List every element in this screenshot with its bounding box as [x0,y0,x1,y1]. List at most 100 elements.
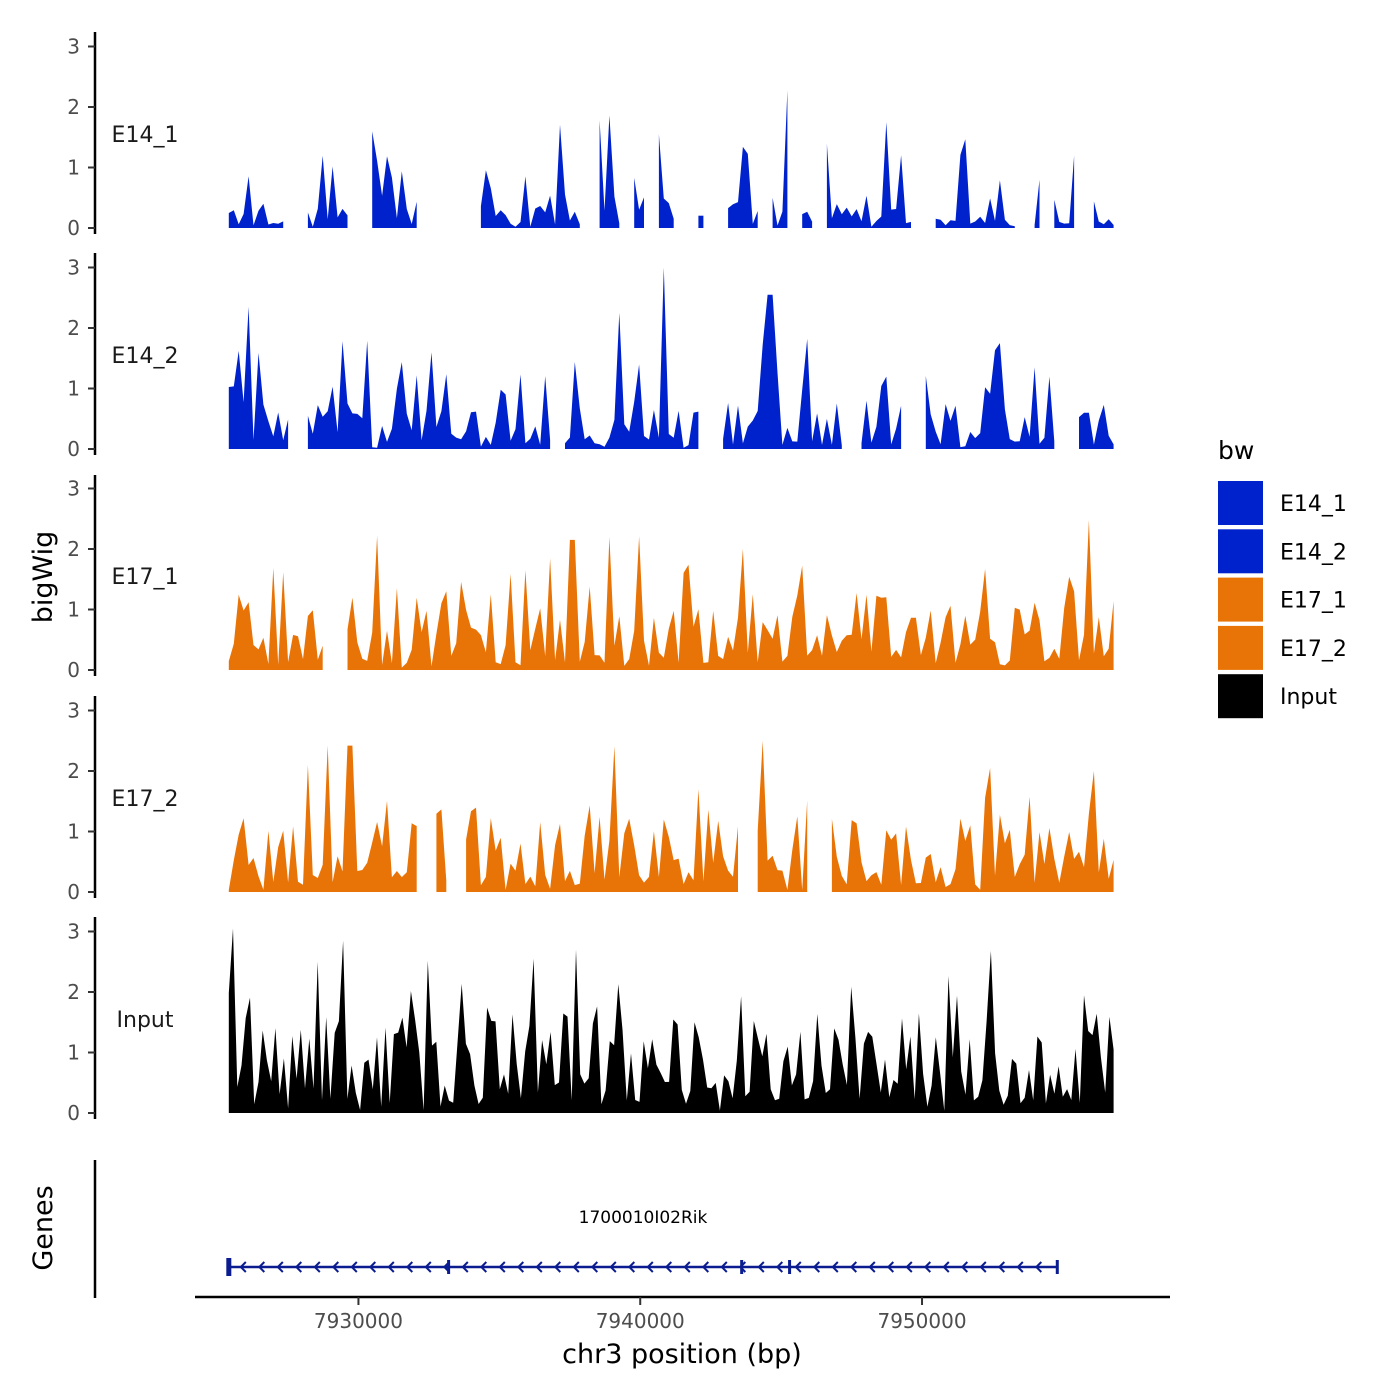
strand-arrow [461,1261,469,1273]
legend-item: E17_1 [1218,577,1347,622]
x-tick-label: 7930000 [314,1309,403,1333]
legend-swatch [1218,674,1263,719]
track-label: Input [117,1008,174,1033]
signal-area-E14_1 [1054,155,1075,228]
y-tick-label: 0 [67,880,80,904]
track-label: E17_1 [112,565,179,590]
strand-arrow [313,1261,321,1273]
track-label: E14_1 [112,123,179,148]
signal-area-E14_1 [658,134,674,228]
y-tick-label: 1 [67,1041,80,1065]
legend-item: Input [1218,674,1337,719]
exon-mark [788,1260,792,1274]
legend-item: E14_1 [1218,481,1347,525]
strand-arrow [239,1261,247,1273]
gene-panel: 1700010I02Rik [93,1160,1059,1298]
strand-arrow [498,1261,506,1273]
strand-arrow [516,1261,525,1273]
strand-arrow [387,1261,395,1273]
y-tick-label: 0 [67,437,80,461]
signal-area-E17_2 [831,768,1114,892]
strand-arrow [775,1261,784,1273]
gene-model [226,1258,1059,1276]
signal-area-E17_2 [228,745,417,892]
legend-label: E14_2 [1280,540,1347,565]
signal-area-E14_1 [802,211,813,228]
genes-axis-title: Genes [28,1185,59,1270]
strand-arrow [701,1261,710,1273]
strand-arrow [368,1261,377,1273]
exon-mark [447,1260,451,1274]
signal-area-E14_1 [1034,179,1040,228]
strand-arrow [886,1261,895,1273]
legend-swatch [1218,625,1263,670]
y-tick-label: 2 [67,95,80,119]
legend-swatch [1218,577,1263,622]
strand-arrow [960,1261,969,1273]
legend-item: E14_2 [1218,529,1347,574]
x-axis-title: chr3 position (bp) [562,1339,802,1370]
strand-arrow [535,1261,543,1273]
legend-label: Input [1280,685,1337,710]
x-tick-label: 7940000 [596,1309,685,1333]
signal-area-E17_2 [436,809,447,892]
strand-arrow [997,1261,1006,1273]
y-tick-label: 0 [67,216,80,240]
strand-arrow [868,1261,876,1273]
exon-mark [1055,1260,1059,1274]
signal-area-Input [228,928,1114,1113]
strand-arrow [257,1261,266,1273]
legend: bw E14_1 E14_2 E17_1 E17_2 Input [1218,436,1347,719]
strand-arrow [572,1261,580,1273]
y-axis-title: bigWig [28,531,59,624]
signal-area-E14_1 [728,146,758,228]
signal-area-E17_2 [757,740,808,892]
y-tick-label: 1 [67,598,80,622]
legend-swatch [1218,529,1263,574]
y-tick-label: 3 [67,477,80,501]
signal-area-E14_2 [861,376,902,449]
legend-items: E14_1 E14_2 E17_1 E17_2 Input [1218,481,1347,719]
strand-arrow [1034,1261,1043,1273]
gene-label: 1700010I02Rik [579,1208,708,1228]
strand-arrow [405,1261,414,1273]
signal-area-E14_1 [698,215,704,228]
y-tick-label: 0 [67,658,80,682]
strand-arrow [979,1261,987,1273]
track-E14_2: 0 1 2 3 E14_2 [67,253,1114,461]
strand-arrow [683,1261,691,1273]
legend-label: E17_1 [1280,589,1347,614]
strand-arrow [849,1261,858,1273]
signal-area-E14_1 [480,124,580,228]
y-tick-label: 2 [67,759,80,783]
track-label: E17_2 [112,787,179,812]
x-axis: 7930000 7940000 7950000 [195,1295,1170,1333]
track-E14_1: 0 1 2 3 E14_1 [67,32,1114,240]
legend-title: bw [1218,436,1254,465]
y-tick-label: 2 [67,537,80,561]
signal-area-E14_1 [599,115,620,228]
signal-area-E14_2 [565,267,699,449]
strand-arrow [812,1261,821,1273]
track-E17_2: 0 1 2 3 E17_2 [67,696,1114,904]
strand-arrow [331,1261,340,1273]
y-tick-label: 1 [67,820,80,844]
strand-arrow [942,1261,950,1273]
y-tick-label: 1 [67,377,80,401]
strand-arrow [627,1261,636,1273]
signal-area-E14_2 [228,306,289,449]
strand-arrow [664,1261,673,1273]
legend-label: E17_2 [1280,637,1347,662]
signal-area-E14_2 [925,343,1055,449]
strand-arrow [831,1261,839,1273]
strand-arrow [923,1261,932,1273]
y-tick-label: 2 [67,980,80,1004]
signal-area-E14_1 [826,122,911,228]
strand-arrow [905,1261,913,1273]
legend-label: E14_1 [1280,492,1347,517]
track-Input: 0 1 2 3 Input [67,917,1114,1125]
strand-arrow [590,1261,599,1273]
strand-arrow [646,1261,654,1273]
strand-arrow [757,1261,765,1273]
